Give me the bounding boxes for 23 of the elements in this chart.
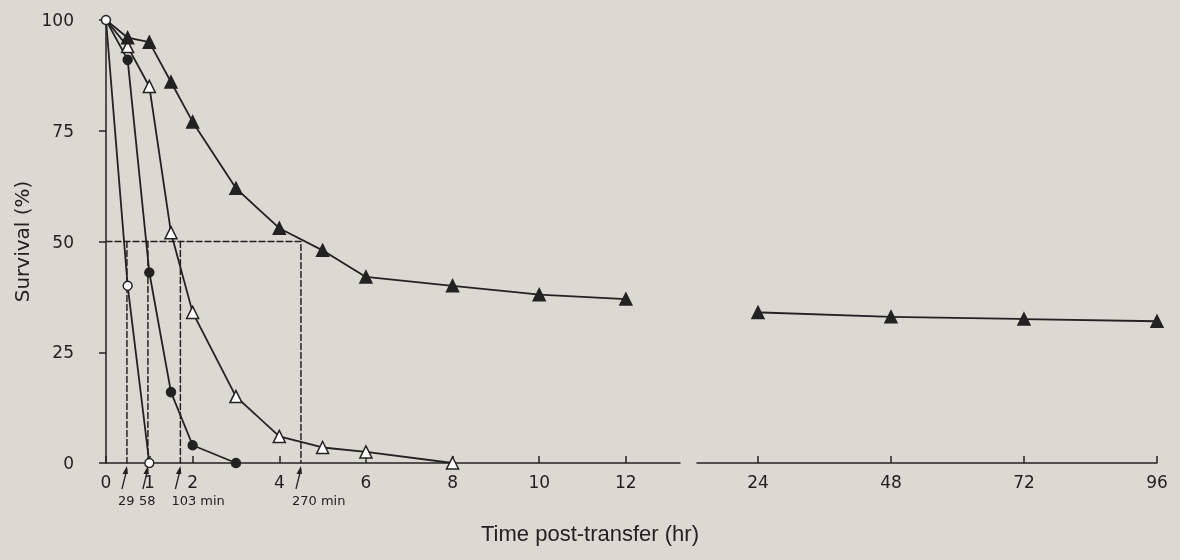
x-tick-label: 0 <box>100 471 112 492</box>
y-tick-label: 100 <box>41 10 74 30</box>
x-tick-label: 48 <box>880 471 902 492</box>
x-tick-label: 2 <box>187 471 199 492</box>
x-tick-label: 1 <box>143 471 155 492</box>
x-tick-label: 72 <box>1013 471 1035 492</box>
x-axis-title: Time post-transfer (hr) <box>481 520 700 546</box>
x-tick-label: 24 <box>747 471 769 492</box>
x-tick-label: 96 <box>1146 471 1168 492</box>
x-tick-label: 10 <box>528 471 551 492</box>
annotation: 58 <box>138 493 156 508</box>
annotation: 29 <box>117 493 135 508</box>
annotation: 103 min <box>171 493 225 508</box>
y-axis-title: Survival (%) <box>10 180 34 303</box>
y-tick-label: 75 <box>52 120 74 141</box>
y-tick-label: 0 <box>63 453 74 473</box>
x-tick-label: 4 <box>273 471 285 492</box>
x-tick-label: 8 <box>447 471 458 492</box>
y-tick-label: 25 <box>52 342 74 363</box>
annotation: 270 min <box>291 493 346 508</box>
x-tick-label: 6 <box>360 471 372 492</box>
x-tick-label: 12 <box>615 471 637 492</box>
y-tick-label: 50 <box>52 231 74 252</box>
